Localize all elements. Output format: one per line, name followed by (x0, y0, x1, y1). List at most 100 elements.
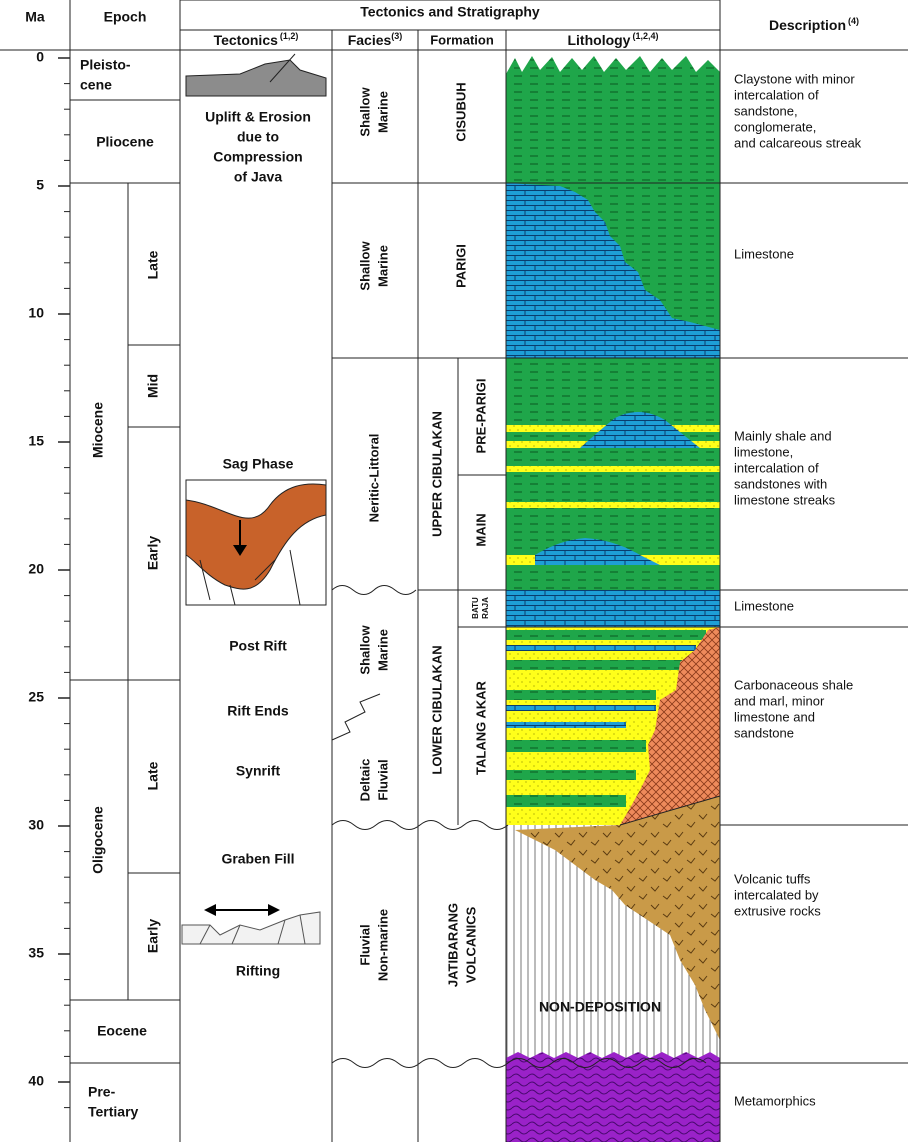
epoch-label: Pleisto- (80, 57, 131, 73)
tectonic-label: Uplift & Erosion (205, 109, 311, 125)
sub-epoch-label: Late (145, 250, 161, 279)
facies-label: Shallow (357, 625, 372, 675)
group-header: Tectonics and Stratigraphy (360, 4, 540, 20)
age-label: 10 (28, 305, 44, 321)
formation-label: UPPER CIBULAKAN (429, 411, 444, 537)
formation-label: MAIN (473, 513, 488, 546)
formations: CISUBUH PARIGI UPPER CIBULAKAN PRE-PARIG… (429, 82, 490, 987)
tectonics-header: Tectonics(1,2) (214, 31, 299, 47)
lithology-fills (506, 56, 720, 1142)
description-line: Metamorphics (734, 1093, 816, 1108)
description-line: Volcanic tuffs (734, 871, 811, 886)
header: Ma Epoch Tectonics and Stratigraphy Tect… (25, 4, 859, 48)
age-label: 0 (36, 49, 44, 65)
sub-epoch-label: Early (145, 919, 161, 953)
description-ref: (4) (848, 16, 859, 26)
epoch-header: Epoch (104, 9, 147, 25)
sub-epoch-label: Late (145, 761, 161, 790)
lime-streak (506, 722, 626, 728)
formation-label: TALANG AKAR (473, 680, 488, 774)
formation-label: PARIGI (453, 244, 468, 288)
description-line: Limestone (734, 598, 794, 613)
description-line: Carbonaceous shale (734, 677, 853, 692)
description-line: extrusive rocks (734, 903, 821, 918)
facies: Shallow Marine Shallow Marine Neritic-Li… (357, 87, 390, 982)
facies-label: Shallow (357, 87, 372, 137)
ma-header: Ma (25, 9, 45, 25)
tectonic-label: Graben Fill (221, 851, 294, 867)
epoch-borders (70, 100, 180, 1063)
description-line: Mainly shale and (734, 428, 832, 443)
age-label: 15 (28, 433, 44, 449)
facies-header: Facies(3) (348, 31, 403, 47)
shale-streak (506, 690, 656, 700)
description-line: sandstone, (734, 103, 798, 118)
description-line: intercalated by (734, 887, 819, 902)
facies-interfinger (332, 694, 380, 740)
shale-streak (506, 660, 686, 670)
tectonic-label: Rift Ends (227, 703, 289, 719)
formation-label: VOLCANICS (463, 906, 478, 983)
formation-label: PRE-PARIGI (473, 379, 488, 454)
facies-label: Marine (375, 91, 390, 133)
tectonic-label: Compression (213, 149, 302, 165)
epoch-label: Tertiary (88, 1104, 139, 1120)
sand-streak (506, 466, 720, 472)
tectonic-label: Sag Phase (223, 456, 294, 472)
description-line: conglomerate, (734, 119, 816, 134)
description-line: intercalation of (734, 460, 819, 475)
tectonic-label: Post Rift (229, 638, 287, 654)
cisubuh-claystone (506, 56, 720, 183)
tectonics-title: Tectonics (214, 32, 279, 48)
sub-epoch-label: Mid (145, 374, 161, 398)
shale-streak (506, 770, 636, 780)
facies-label: Fluvial (357, 924, 372, 965)
formation-label: LOWER CIBULAKAN (429, 645, 444, 774)
description-line: limestone and (734, 709, 815, 724)
shale-streak (506, 740, 646, 752)
facies-label: Marine (375, 629, 390, 671)
tectonic-label: Rifting (236, 963, 280, 979)
lime-streak (506, 705, 656, 711)
formation-label: JATIBARANG (445, 903, 460, 987)
facies-label: Non-marine (375, 909, 390, 981)
lime-streak (506, 645, 696, 651)
batu-raja-limestone (506, 590, 720, 627)
description-line: sandstone (734, 725, 794, 740)
facies-label: Deltaic (357, 759, 372, 802)
facies-label: Neritic-Littoral (366, 434, 381, 523)
description-line: Claystone with minor (734, 71, 855, 86)
formation-label: RAJA (481, 597, 490, 619)
formation-header: Formation (430, 32, 494, 47)
lithology-header: Lithology(1,2,4) (567, 31, 658, 47)
epoch-label: cene (80, 77, 112, 93)
epochs: Pleisto- cene Pliocene Miocene Late Mid … (80, 57, 161, 1120)
shale-streak (506, 795, 626, 807)
facies-label: Fluvial (375, 759, 390, 800)
description-line: sandstones with (734, 476, 827, 491)
formation-label: CISUBUH (453, 82, 468, 141)
description-line: and calcareous streak (734, 135, 862, 150)
epoch-label: Pliocene (96, 134, 154, 150)
age-label: 20 (28, 561, 44, 577)
rift-sketch (182, 904, 320, 944)
shale-streak (506, 630, 706, 640)
description-header: Description(4) (769, 16, 859, 32)
age-label: 25 (28, 689, 44, 705)
page: { "header": {"ma": "Ma", "epoch": "Epoch… (0, 0, 908, 1142)
age-label: 35 (28, 945, 44, 961)
epoch-label: Oligocene (90, 806, 106, 874)
facies-title: Facies (348, 32, 392, 48)
epoch-label: Pre- (88, 1084, 116, 1100)
facies-ref: (3) (391, 31, 402, 41)
sub-epoch-label: Early (145, 536, 161, 570)
tectonics-ref: (1,2) (280, 31, 299, 41)
description-title: Description (769, 17, 846, 33)
age-label: 30 (28, 817, 44, 833)
description-line: and marl, minor (734, 693, 825, 708)
age-label: 5 (36, 177, 44, 193)
description-line: limestone streaks (734, 492, 836, 507)
tectonic-label: Synrift (236, 763, 281, 779)
sag-sketch (186, 480, 326, 605)
